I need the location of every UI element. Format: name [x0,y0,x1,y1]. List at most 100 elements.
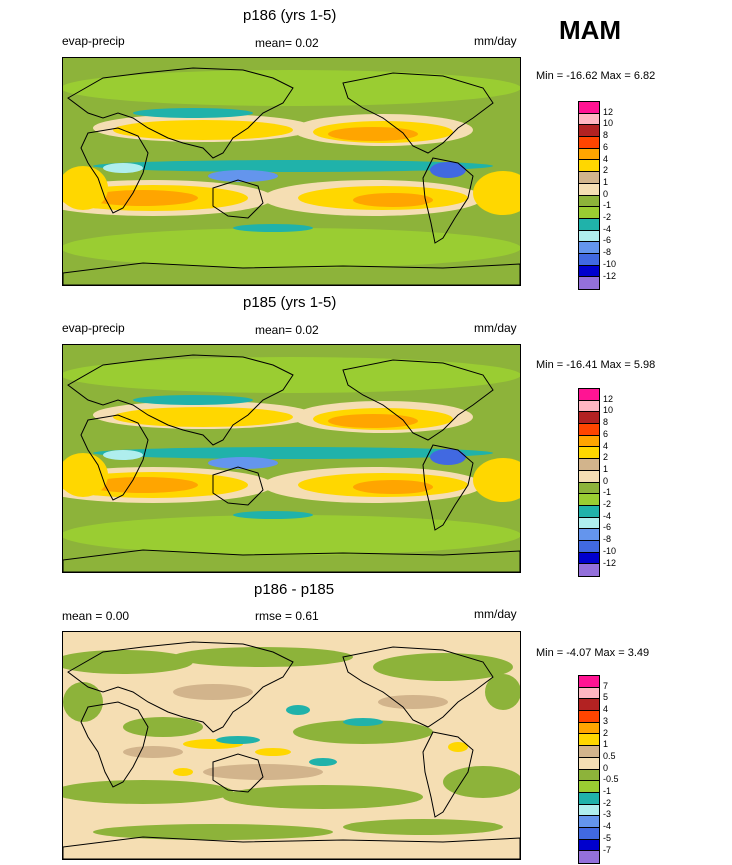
colorbar-tick-label: 10 [603,405,614,416]
colorbar-swatch [579,676,599,688]
colorbar-swatch [579,482,599,495]
field-band-teal [133,108,253,118]
continent-outline [342,72,494,154]
field-band-orange [328,414,418,428]
colorbar-tick-label: 6 [603,428,609,439]
colorbar-swatch [579,711,599,723]
colorbar-swatch [579,505,599,518]
field-band-yellow [255,748,291,756]
colorbar-tick-label: 8 [603,130,609,141]
continent-outline [212,753,264,793]
continent-outline [80,414,149,501]
colorbar-swatch [579,137,599,149]
field-band-yellow [473,458,520,502]
colorbar-swatch [579,816,599,828]
colorbar-tick-label: -10 [603,545,617,556]
colorbar-swatch [579,242,599,254]
colorbar-swatch [579,804,599,817]
field-band-blue [208,457,278,469]
colorbar-tick-label: 0.5 [603,750,616,761]
colorbar-swatch [579,757,599,770]
colorbar-tick-label: -12 [603,270,617,281]
colorbar-tick-label: 10 [603,118,614,129]
panel1-mean-label: mean= 0.02 [255,36,319,50]
field-band-tan [378,695,448,709]
continent-outline [342,646,494,728]
colorbar-swatch [579,424,599,436]
continent-outline [63,836,520,859]
continent-outline [342,359,494,441]
colorbar-swatch [579,552,599,565]
colorbar-tick-label: -7 [603,844,612,855]
panel3-units-label: mm/day [474,607,517,621]
field-band-green [373,653,513,681]
field-band-teal [216,736,260,744]
colorbar-swatch [579,172,599,184]
colorbar-tick-label: -2 [603,499,612,509]
colorbar-tick-label: 1 [603,739,609,750]
colorbar-tick-label: -10 [603,258,617,269]
colorbar-swatch [579,195,599,208]
colorbar-swatch [579,277,599,289]
panel3-colorbar [578,675,600,864]
colorbar-swatch [579,734,599,747]
colorbar-tick-label: 1 [603,176,609,187]
field-band-teal [343,718,383,726]
colorbar-tick-label: -6 [603,235,612,246]
field-band-teal [93,160,493,172]
continent-outline [80,701,149,788]
field-band-teal [133,395,253,405]
field-band-green [485,674,520,710]
colorbar-tick-label: 0 [603,762,609,773]
colorbar-tick-label: 12 [603,393,614,404]
field-band-green [173,647,353,667]
colorbar-tick-label: -6 [603,522,612,533]
continent-outline [212,179,264,219]
colorbar-swatch [579,148,599,161]
colorbar-swatch [579,389,599,401]
panel1-title: p186 (yrs 1-5) [243,7,337,24]
field-band-orange [88,190,198,206]
panel2-minmax-label: Min = -16.41 Max = 5.98 [536,359,656,371]
continent-outline [67,67,294,159]
colorbar-tick-label: 5 [603,692,609,703]
continent-outline [67,354,294,446]
continent-outline [80,127,149,214]
colorbar-swatch [579,253,599,266]
colorbar-tick-label: -4 [603,821,612,832]
field-band-yellow [113,407,293,427]
colorbar-swatch [579,529,599,541]
field-band-lightgreen [63,515,520,555]
colorbar-tick-label: 4 [603,153,609,164]
colorbar-swatch [579,540,599,553]
panel2-colorbar [578,388,600,577]
colorbar-tick-label: -5 [603,832,612,843]
panel1-field-label: evap-precip [62,34,125,48]
panel1-map [62,57,521,286]
field-band-yellow [113,120,293,140]
field-band-orange [88,477,198,493]
colorbar-swatch [579,517,599,530]
colorbar-swatch [579,470,599,483]
continent-outline [67,641,294,733]
colorbar-swatch [579,792,599,805]
colorbar-tick-label: 8 [603,417,609,428]
panel2-map [62,344,521,573]
colorbar-tick-label: -4 [603,223,612,234]
panel1-units-label: mm/day [474,34,517,48]
field-band-lightgreen [63,357,520,393]
field-band-orange [353,480,433,494]
colorbar-swatch [579,125,599,138]
colorbar-tick-label: -8 [603,247,612,258]
colorbar-tick-label: -1 [603,786,612,796]
colorbar-swatch [579,218,599,231]
colorbar-tick-label: 0 [603,188,609,199]
continent-outline [422,444,474,531]
colorbar-tick-label: 4 [603,704,609,715]
colorbar-swatch [579,699,599,712]
panel3-minmax-label: Min = -4.07 Max = 3.49 [536,647,650,659]
field-band-tan [173,684,253,700]
field-band-lightgreen [63,228,520,268]
field-band-green [123,717,203,737]
panel2-title: p185 (yrs 1-5) [243,294,337,311]
